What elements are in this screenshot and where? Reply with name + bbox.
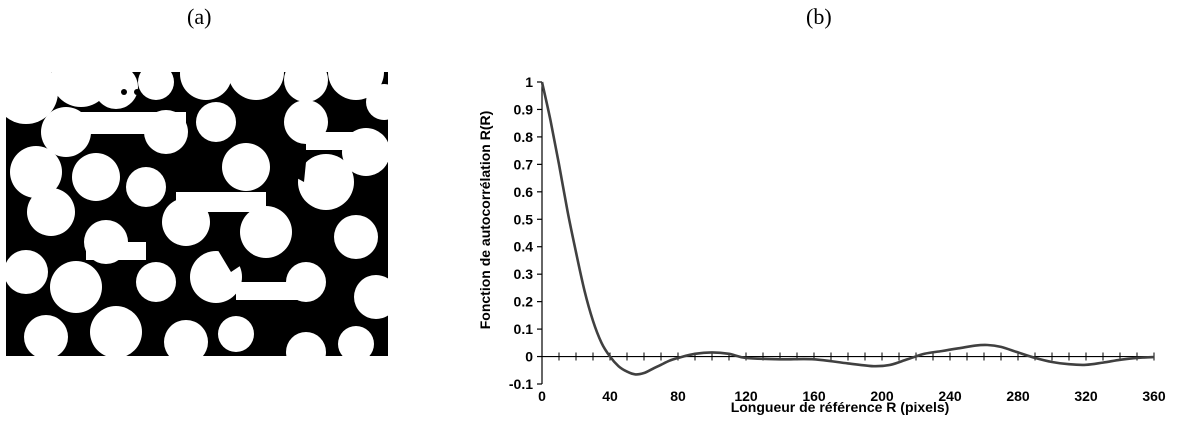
x-tick-label: 280: [1006, 388, 1030, 404]
x-tick-label: 80: [670, 388, 686, 404]
y-tick-label: 0.7: [514, 156, 534, 172]
y-tick-label: 0.9: [514, 101, 534, 117]
y-tick-label: 1: [525, 74, 533, 90]
y-axis-title: Fonction de autocorrélation R(R): [477, 111, 493, 330]
panel-label-b: (b): [806, 4, 832, 29]
microstructure-image: [6, 72, 388, 356]
autocorrelation-series-line: [540, 81, 1155, 376]
y-tick-label: 0.2: [514, 294, 534, 310]
y-tick-label: 0: [525, 349, 533, 365]
x-tick-label: 320: [1074, 388, 1098, 404]
chart-canvas: -0.1 0 0.1 0.2 0.3 0.4 0.5 0.6 0.7 0.8 0.9 1 0 40 80 12…: [477, 74, 1166, 415]
y-tick-label: 0.4: [514, 239, 534, 255]
y-tick-label: 0.6: [514, 184, 534, 200]
x-tick-label: 160: [802, 388, 826, 404]
y-tick-label: 0.1: [514, 321, 534, 337]
x-tick-label: 200: [870, 388, 894, 404]
autocorrelation-chart: -0.1 0 0.1 0.2 0.3 0.4 0.5 0.6 0.7 0.8 0.9 1 0 40 80 12…: [470, 60, 1179, 421]
panel-label-a: (a): [187, 4, 212, 29]
series-group: [540, 81, 1155, 376]
y-tick-label: -0.1: [509, 376, 533, 392]
tick-labels: -0.1 0 0.1 0.2 0.3 0.4 0.5 0.6 0.7 0.8 0.9 1 0 40 80 12…: [509, 74, 1166, 404]
axes: [537, 81, 1155, 385]
x-tick-label: 240: [938, 388, 962, 404]
y-tick-label: 0.5: [514, 211, 534, 227]
x-tick-label: 0: [538, 388, 546, 404]
y-tick-label: 0.8: [514, 129, 534, 145]
x-tick-label: 40: [602, 388, 618, 404]
x-axis-title: Longueur de référence R (pixels): [731, 399, 950, 415]
x-tick-label: 120: [734, 388, 758, 404]
binary-microstructure-image: [6, 72, 388, 356]
y-tick-label: 0.3: [514, 266, 534, 282]
x-tick-label: 360: [1142, 388, 1166, 404]
